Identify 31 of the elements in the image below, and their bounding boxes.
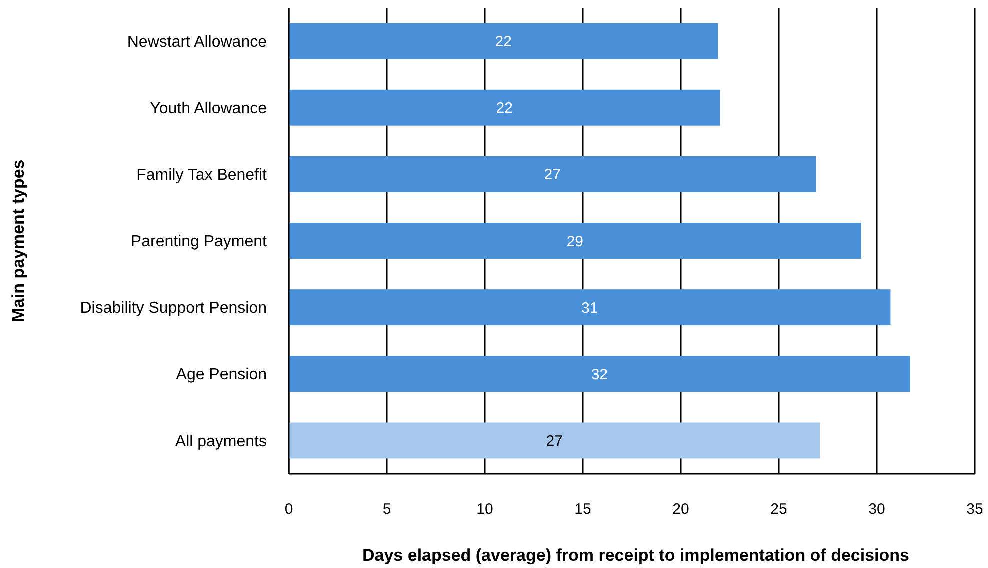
x-axis-title: Days elapsed (average) from receipt to implementation of decisions	[362, 546, 910, 565]
data-label: 27	[544, 166, 561, 184]
y-tick-label: Parenting Payment	[130, 234, 268, 251]
x-tick-label: 20	[672, 501, 690, 518]
x-tick-label: 0	[284, 501, 294, 518]
data-label: 32	[591, 366, 608, 384]
y-tick-label: Family Tax Benefit	[136, 167, 268, 184]
y-tick-label: All payments	[175, 433, 267, 450]
x-tick-label: 10	[476, 501, 494, 518]
bar	[289, 422, 820, 459]
x-tick-label: 5	[382, 501, 392, 518]
data-label: 31	[582, 300, 598, 317]
y-tick-label: Disability Support Pension	[80, 300, 267, 318]
x-tick-label: 35	[966, 501, 984, 518]
bar	[289, 356, 910, 392]
x-tick-label: 25	[770, 501, 788, 518]
bar	[289, 290, 891, 326]
bar	[289, 90, 720, 126]
data-label: 27	[546, 432, 563, 450]
bar	[289, 23, 718, 60]
y-axis-title: Main payment types	[9, 160, 28, 322]
bar	[289, 156, 816, 192]
bar	[289, 223, 862, 259]
y-tick-label: Age Pension	[176, 366, 267, 384]
data-label: 22	[495, 34, 512, 51]
x-tick-label: 15	[574, 501, 592, 518]
y-tick-label: Youth Allowance	[150, 100, 268, 118]
x-tick-label: 30	[868, 501, 886, 518]
data-label: 29	[566, 233, 584, 250]
y-tick-label: Newstart Allowance	[127, 34, 268, 51]
data-label: 22	[496, 100, 513, 118]
